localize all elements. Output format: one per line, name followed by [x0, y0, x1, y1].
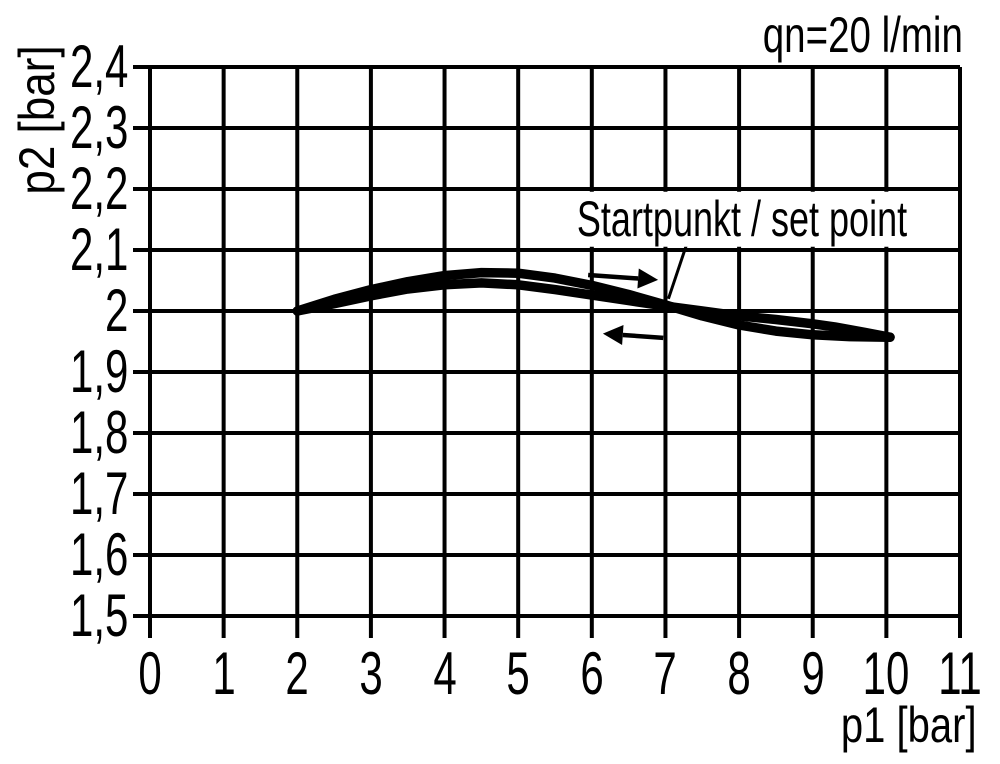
y-axis-title: p2 [bar] — [8, 45, 65, 195]
return-direction-arrow-head — [602, 325, 624, 345]
x-tick-label: 2 — [285, 640, 309, 707]
set-point-leader-line — [666, 243, 689, 300]
y-tick-label: 2,1 — [69, 216, 128, 283]
x-tick-label: 8 — [727, 640, 751, 707]
y-tick-label: 1,7 — [69, 460, 128, 527]
x-tick-label: 5 — [506, 640, 530, 707]
x-tick-label: 9 — [801, 640, 825, 707]
y-tick-label: 2,4 — [69, 33, 128, 100]
x-axis-title: p1 [bar] — [841, 697, 977, 753]
curve-forward — [292, 267, 895, 342]
y-tick-label: 1,9 — [69, 338, 128, 405]
flow-rate-annotation: qn=20 l/min — [762, 7, 963, 63]
y-tick-label: 2 — [104, 277, 128, 344]
x-tick-label: 6 — [580, 640, 604, 707]
x-tick-label: 0 — [138, 640, 162, 707]
x-tick-label: 3 — [359, 640, 383, 707]
y-tick-label: 2,3 — [69, 94, 128, 161]
x-tick-label: 7 — [653, 640, 678, 707]
x-tick-label: 4 — [432, 640, 457, 707]
forward-direction-arrow-shaft — [587, 272, 639, 281]
return-direction-arrow-shaft — [622, 332, 664, 341]
y-tick-label: 1,5 — [69, 582, 128, 649]
curve-return — [292, 278, 895, 342]
x-tick-label: 1 — [211, 640, 236, 707]
y-tick-label: 1,8 — [69, 399, 128, 466]
y-tick-label: 2,2 — [69, 155, 128, 222]
set-point-label: Startpunkt / set point — [572, 191, 912, 247]
y-tick-label: 1,6 — [69, 521, 128, 588]
forward-direction-arrow-head — [637, 268, 659, 289]
x-tick-label: 10 — [862, 640, 910, 707]
x-tick-label: 11 — [938, 640, 982, 707]
